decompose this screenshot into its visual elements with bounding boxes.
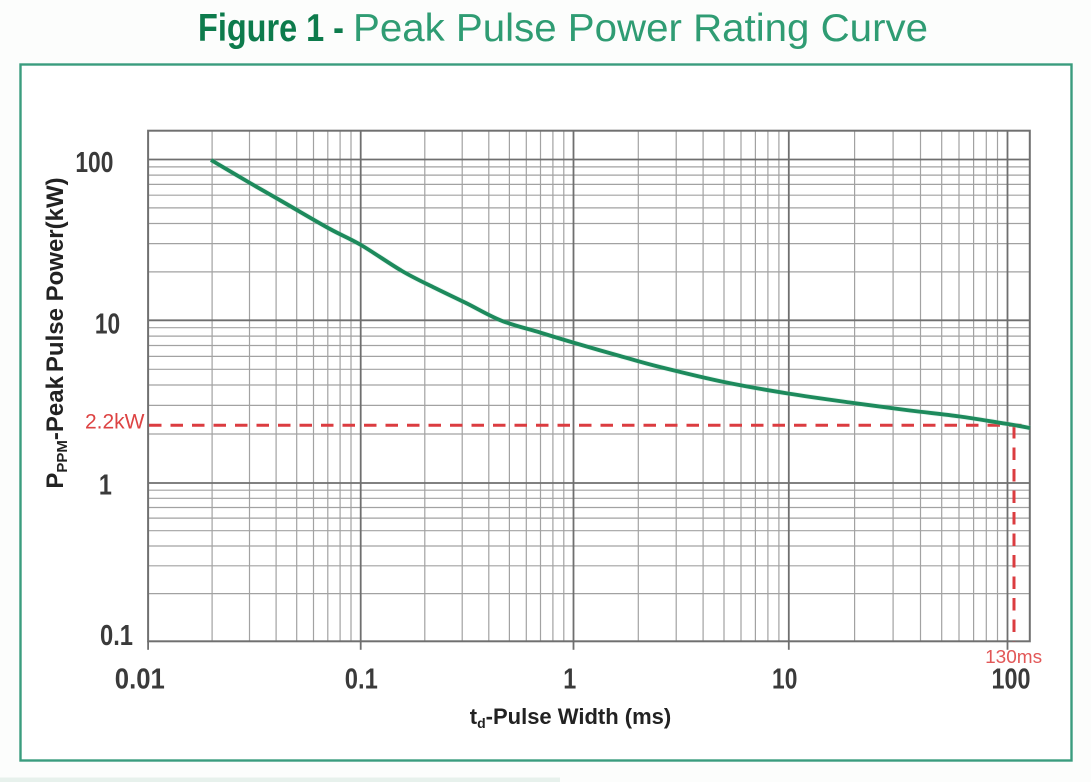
svg-text:td-Pulse Width (ms): td-Pulse Width (ms) xyxy=(470,704,671,731)
svg-text:2.2kW: 2.2kW xyxy=(85,411,145,434)
svg-text:100: 100 xyxy=(75,147,113,179)
svg-text:0.1: 0.1 xyxy=(345,664,378,696)
svg-text:0.01: 0.01 xyxy=(115,664,165,696)
svg-text:10: 10 xyxy=(95,309,120,341)
svg-text:1: 1 xyxy=(563,664,576,696)
svg-text:Figure 1 - Peak Pulse Power Ra: Figure 1 - Peak Pulse Power Rating Curve xyxy=(198,7,928,50)
svg-text:1: 1 xyxy=(99,470,112,502)
svg-text:0.1: 0.1 xyxy=(100,620,133,652)
svg-text:10: 10 xyxy=(772,664,797,696)
svg-text:100: 100 xyxy=(992,664,1031,696)
svg-text:PPPM-PeakPulse Power(kW): PPPM-PeakPulse Power(kW) xyxy=(42,177,71,488)
svg-text:130ms: 130ms xyxy=(985,647,1042,667)
